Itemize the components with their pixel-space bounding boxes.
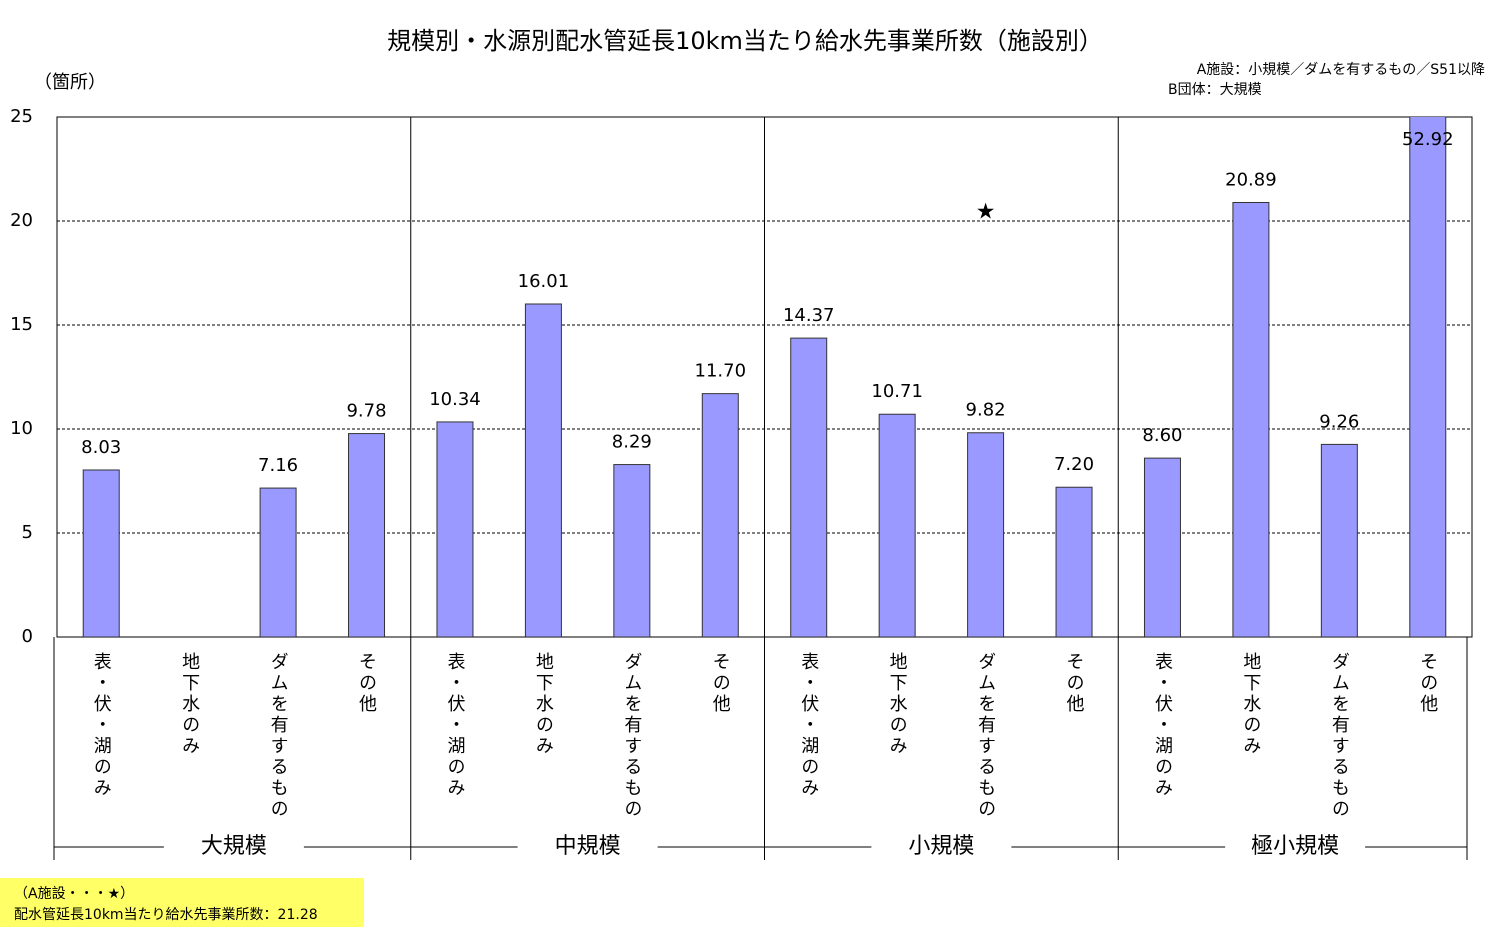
value-label: 8.03 [81, 437, 121, 458]
value-label: 7.16 [258, 455, 298, 476]
bar [701, 393, 739, 637]
legend-line: A施設：小規模／ダムを有するもの／S51以降 [1197, 62, 1485, 78]
x-tick-label: 表・伏・湖のみ [1152, 652, 1173, 799]
x-tick-label: ダムを有するもの [1329, 652, 1350, 820]
x-tick-label: 地下水のみ [533, 652, 554, 757]
bar [259, 487, 297, 637]
value-label: 7.20 [1054, 454, 1094, 475]
value-label: 9.82 [966, 400, 1006, 421]
bar [967, 432, 1005, 637]
bar [1055, 486, 1093, 637]
chart-title: 規模別・水源別配水管延長10km当たり給水先事業所数（施設別） [387, 27, 1103, 55]
value-label: 9.26 [1319, 411, 1359, 432]
x-tick-label: ダムを有するもの [268, 652, 289, 820]
value-label: 11.70 [695, 361, 747, 382]
bar [1409, 117, 1447, 637]
x-tick-label: その他 [710, 652, 731, 715]
group-label: 小規模 [908, 834, 974, 859]
y-tick-label: 5 [22, 522, 33, 543]
value-label: 14.37 [783, 305, 835, 326]
value-label: 10.34 [429, 389, 481, 410]
note-line: （A施設・・・★） [14, 886, 134, 902]
x-tick-label: 表・伏・湖のみ [798, 652, 819, 799]
x-tick-label: 地下水のみ [887, 652, 908, 757]
note-line: 配水管延長10km当たり給水先事業所数：21.28 [14, 907, 318, 923]
value-label: 9.78 [346, 401, 386, 422]
group-label: 大規模 [201, 834, 267, 859]
x-tick-label: 表・伏・湖のみ [444, 652, 465, 799]
value-label: 8.29 [612, 432, 652, 453]
x-tick-label: その他 [356, 652, 377, 715]
value-label: 52.92 [1402, 129, 1454, 150]
bar [613, 464, 651, 637]
y-tick-label: 15 [10, 314, 33, 335]
y-tick-label: 20 [10, 210, 33, 231]
value-label: 20.89 [1225, 169, 1277, 190]
marker-star: ★ [976, 200, 996, 225]
y-tick-label: 0 [22, 626, 33, 647]
bar [436, 421, 474, 637]
group-label: 極小規模 [1251, 834, 1339, 859]
value-label: 8.60 [1142, 425, 1182, 446]
x-tick-label: ダムを有するもの [975, 652, 996, 820]
bar [524, 303, 562, 637]
x-tick-label: 地下水のみ [1240, 652, 1261, 757]
group-label: 中規模 [555, 834, 621, 859]
value-label: 10.71 [871, 381, 923, 402]
x-tick-label: その他 [1417, 652, 1438, 715]
bar [790, 337, 828, 637]
x-tick-label: 地下水のみ [179, 652, 200, 757]
x-tick-label: ダムを有するもの [621, 652, 642, 820]
y-axis-label: （箇所） [34, 72, 106, 93]
bar [1232, 201, 1270, 637]
value-label: 16.01 [518, 271, 570, 292]
bar [348, 433, 386, 637]
y-tick-label: 25 [10, 106, 33, 127]
note-box [0, 878, 364, 927]
y-tick-label: 10 [10, 418, 33, 439]
x-tick-label: その他 [1064, 652, 1085, 715]
x-tick-label: 表・伏・湖のみ [91, 652, 112, 799]
bar [1143, 457, 1181, 637]
bars [82, 117, 1447, 637]
legend-line: B団体：大規模 [1168, 82, 1262, 98]
bar [82, 469, 120, 637]
bar [878, 413, 916, 637]
bar [1320, 443, 1358, 637]
